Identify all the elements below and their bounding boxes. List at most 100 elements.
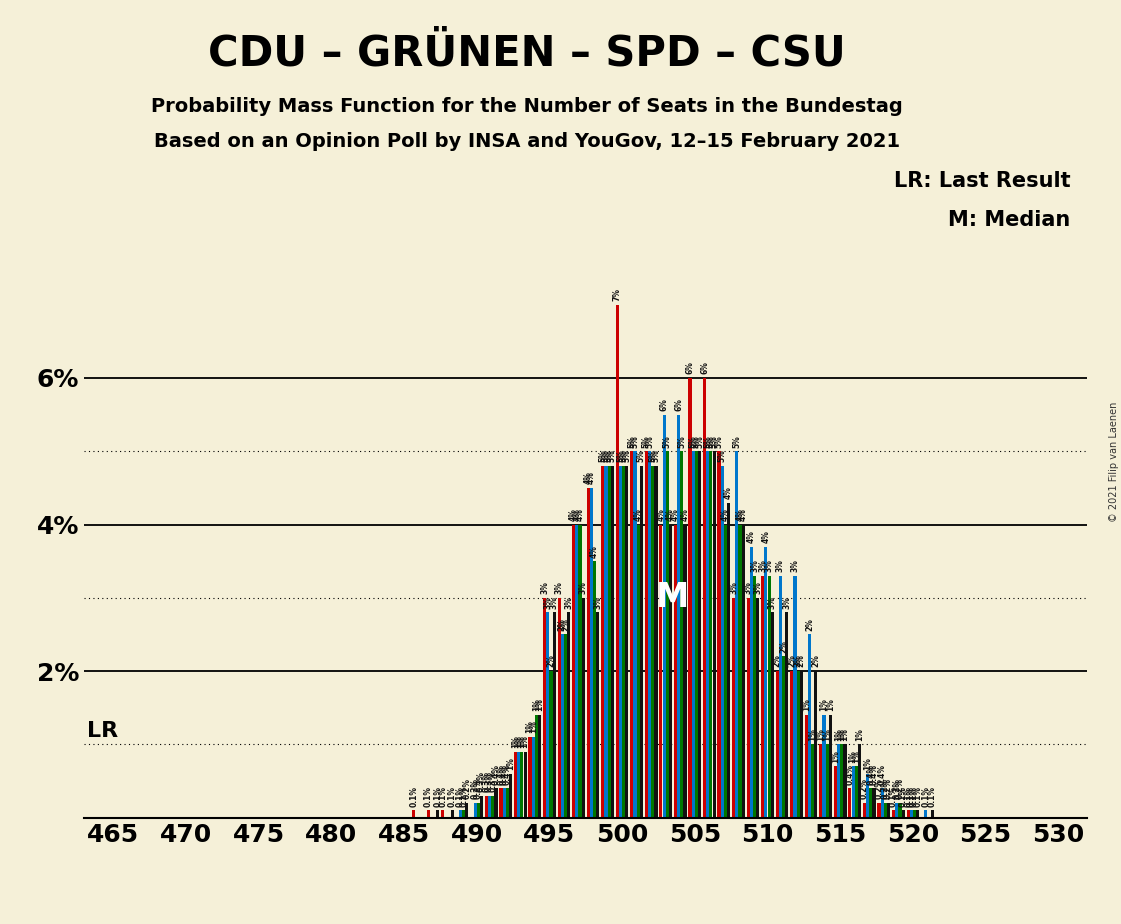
Text: 5%: 5% xyxy=(622,449,631,462)
Text: 0.4%: 0.4% xyxy=(870,764,879,784)
Bar xyxy=(878,803,881,818)
Bar xyxy=(596,613,600,818)
Text: 1%: 1% xyxy=(855,728,864,741)
Text: 7%: 7% xyxy=(613,288,622,301)
Bar xyxy=(790,671,794,818)
Text: 0.1%: 0.1% xyxy=(907,785,916,807)
Bar xyxy=(863,803,867,818)
Bar xyxy=(601,466,604,818)
Bar xyxy=(924,810,927,818)
Text: Based on an Opinion Poll by INSA and YouGov, 12–15 February 2021: Based on an Opinion Poll by INSA and You… xyxy=(154,132,900,152)
Text: 5%: 5% xyxy=(663,435,671,447)
Text: 5%: 5% xyxy=(619,449,628,462)
Bar xyxy=(436,810,439,818)
Text: Probability Mass Function for the Number of Seats in the Bundestag: Probability Mass Function for the Number… xyxy=(151,97,902,116)
Text: 3%: 3% xyxy=(729,581,738,594)
Bar xyxy=(615,305,619,818)
Bar xyxy=(710,451,713,818)
Bar xyxy=(739,525,742,818)
Text: 3%: 3% xyxy=(593,596,602,609)
Text: 1%: 1% xyxy=(852,750,861,763)
Text: 0.1%: 0.1% xyxy=(914,785,923,807)
Text: 1%: 1% xyxy=(823,728,832,741)
Text: 1%: 1% xyxy=(831,750,840,763)
Text: 5%: 5% xyxy=(604,449,613,462)
Bar xyxy=(910,810,912,818)
Text: 0.1%: 0.1% xyxy=(409,785,418,807)
Text: 5%: 5% xyxy=(706,435,715,447)
Bar xyxy=(692,451,695,818)
Bar xyxy=(633,451,637,818)
Text: 1%: 1% xyxy=(515,736,524,748)
Text: 0.3%: 0.3% xyxy=(482,772,491,792)
Bar xyxy=(872,788,876,818)
Text: 1%: 1% xyxy=(819,699,828,711)
Bar xyxy=(721,466,724,818)
Bar xyxy=(753,576,756,818)
Bar xyxy=(564,635,567,818)
Text: 0.2%: 0.2% xyxy=(892,778,901,799)
Text: 0.3%: 0.3% xyxy=(476,772,487,792)
Text: 3%: 3% xyxy=(564,596,573,609)
Text: 3%: 3% xyxy=(776,559,785,572)
Bar xyxy=(553,613,556,818)
Text: 2%: 2% xyxy=(805,618,814,631)
Text: 0.2%: 0.2% xyxy=(474,778,483,799)
Text: 3%: 3% xyxy=(790,559,799,572)
Text: 0.1%: 0.1% xyxy=(438,785,447,807)
Text: 4%: 4% xyxy=(666,508,675,521)
Bar xyxy=(509,773,512,818)
Bar xyxy=(698,451,701,818)
Text: 5%: 5% xyxy=(710,435,719,447)
Bar xyxy=(560,635,564,818)
Bar xyxy=(593,561,596,818)
Bar xyxy=(776,671,779,818)
Bar xyxy=(528,737,531,818)
Bar xyxy=(575,525,578,818)
Text: 1%: 1% xyxy=(532,699,541,711)
Bar xyxy=(473,803,476,818)
Bar xyxy=(458,810,462,818)
Bar xyxy=(771,613,773,818)
Bar xyxy=(630,451,633,818)
Bar xyxy=(713,451,715,818)
Text: 0.4%: 0.4% xyxy=(500,764,509,784)
Text: 1%: 1% xyxy=(808,728,817,741)
Bar xyxy=(524,752,527,818)
Text: 3%: 3% xyxy=(758,559,767,572)
Text: 0.1%: 0.1% xyxy=(921,785,930,807)
Bar xyxy=(901,810,905,818)
Text: 4%: 4% xyxy=(657,508,666,521)
Bar xyxy=(747,598,750,818)
Bar xyxy=(655,466,658,818)
Text: 2%: 2% xyxy=(794,654,803,667)
Bar xyxy=(843,745,846,818)
Text: 5%: 5% xyxy=(628,435,637,447)
Text: 1%: 1% xyxy=(802,699,810,711)
Bar xyxy=(735,451,739,818)
Text: 3%: 3% xyxy=(768,596,777,609)
Bar xyxy=(684,525,686,818)
Text: 4%: 4% xyxy=(587,471,596,484)
Text: 5%: 5% xyxy=(688,435,697,447)
Bar xyxy=(590,488,593,818)
Bar xyxy=(622,466,626,818)
Bar xyxy=(513,752,517,818)
Text: 5%: 5% xyxy=(642,435,651,447)
Text: 5%: 5% xyxy=(630,435,639,447)
Text: 6%: 6% xyxy=(659,398,668,411)
Bar xyxy=(797,671,799,818)
Bar xyxy=(427,810,429,818)
Bar xyxy=(761,576,765,818)
Bar xyxy=(867,773,869,818)
Text: 6%: 6% xyxy=(674,398,683,411)
Text: CDU – GRÜNEN – SPD – CSU: CDU – GRÜNEN – SPD – CSU xyxy=(209,32,845,74)
Bar xyxy=(480,796,483,818)
Text: 5%: 5% xyxy=(645,435,654,447)
Text: 5%: 5% xyxy=(677,435,686,447)
Bar xyxy=(582,598,585,818)
Text: 1%: 1% xyxy=(526,721,535,734)
Bar xyxy=(499,788,502,818)
Bar xyxy=(854,766,858,818)
Bar xyxy=(549,671,553,818)
